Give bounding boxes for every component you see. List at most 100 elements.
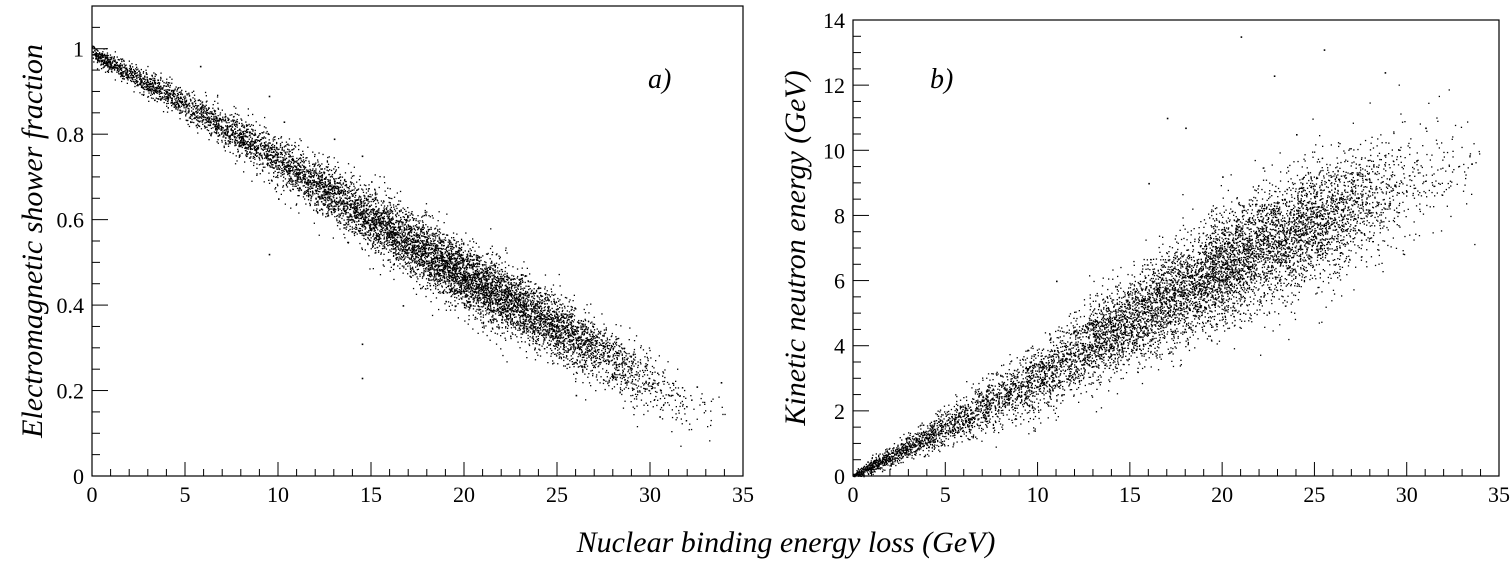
panel-a-point — [514, 305, 516, 307]
panel-a-point — [300, 160, 303, 162]
panel-a-point — [236, 124, 238, 126]
panel-a-point — [499, 281, 501, 284]
panel-a-point — [343, 190, 345, 193]
panel-a-point — [460, 249, 463, 251]
panel-a-point — [124, 65, 126, 67]
panel-a-point — [235, 144, 237, 146]
panel-a-point — [313, 209, 315, 211]
panel-a-point — [558, 311, 560, 313]
panel-a-point — [116, 69, 118, 71]
panel-a-point — [202, 111, 205, 113]
panel-a-point — [561, 315, 564, 317]
panel-a-point — [605, 329, 607, 331]
panel-a-point — [106, 57, 108, 59]
panel-a-point — [350, 219, 352, 221]
panel-a-point — [150, 92, 152, 94]
panel-a-point — [530, 281, 532, 283]
panel-a-point — [644, 365, 646, 368]
panel-a-point — [381, 216, 383, 218]
panel-a-point — [314, 189, 317, 191]
panel-a-point — [376, 222, 378, 224]
panel-a-point — [197, 123, 199, 125]
panel-a-point — [298, 172, 300, 174]
panel-a-point — [175, 101, 178, 103]
panel-a-point — [389, 209, 391, 211]
panel-a-point — [643, 374, 646, 376]
panel-a-point — [476, 298, 479, 300]
panel-a-point — [191, 115, 193, 117]
panel-a-point — [500, 293, 503, 295]
panel-a-point — [418, 244, 420, 246]
panel-a-point — [448, 254, 450, 256]
panel-a-point — [167, 100, 169, 102]
panel-a-point — [460, 289, 462, 291]
panel-a-point — [347, 217, 349, 219]
panel-a-point — [400, 209, 402, 211]
panel-a-point — [427, 226, 429, 228]
panel-a-point — [488, 297, 491, 299]
panel-a-point — [690, 428, 693, 431]
panel-a-point — [595, 376, 598, 378]
panel-a-point — [183, 97, 186, 99]
panel-a-point — [193, 112, 196, 114]
panel-a-point — [205, 95, 207, 97]
panel-a-point — [392, 240, 394, 242]
panel-a-point — [521, 274, 523, 276]
panel-a-point — [478, 262, 480, 265]
panel-a-point — [198, 99, 200, 102]
panel-a-point — [479, 299, 481, 302]
panel-a-point — [444, 248, 446, 250]
panel-a-point — [415, 257, 417, 259]
panel-a-point — [404, 213, 407, 216]
panel-a-point — [238, 141, 240, 143]
panel-a-point — [376, 199, 378, 201]
panel-a-point — [375, 221, 377, 223]
panel-a-point — [398, 224, 400, 226]
panel-a-point — [636, 398, 638, 400]
panel-a-point — [146, 84, 148, 87]
panel-a-point — [349, 196, 351, 198]
panel-a-point — [516, 277, 518, 279]
panel-a-point — [528, 321, 531, 324]
panel-a-point — [133, 76, 135, 79]
panel-a-point — [488, 267, 491, 269]
panel-a-point — [407, 233, 409, 235]
panel-a-point — [472, 268, 474, 271]
panel-a-point — [497, 294, 500, 296]
panel-a-point — [323, 186, 325, 189]
panel-a-point — [460, 256, 462, 259]
panel-a-point — [449, 266, 452, 268]
panel-a-point — [224, 119, 227, 122]
panel-a-point — [572, 353, 574, 355]
panel-a-point — [338, 213, 340, 215]
panel-a-point — [291, 181, 293, 183]
panel-a-point — [590, 303, 592, 305]
panel-a-point — [201, 120, 203, 122]
panel-a-point — [632, 394, 634, 397]
panel-a-point — [539, 349, 541, 351]
panel-a-point — [642, 375, 644, 378]
panel-a-point — [401, 240, 403, 243]
panel-a-point — [435, 288, 437, 290]
panel-a-point — [623, 362, 625, 364]
panel-a-point — [390, 218, 392, 220]
panel-a-point — [527, 337, 529, 339]
panel-a-point — [284, 151, 286, 153]
panel-a-point — [559, 337, 561, 340]
panel-a-point — [551, 332, 554, 334]
panel-a-point — [409, 219, 411, 221]
panel-a-point — [304, 175, 306, 178]
panel-a-point — [110, 63, 112, 65]
panel-a-point — [453, 253, 455, 255]
panel-a-point — [526, 327, 528, 329]
panel-a-point — [217, 124, 219, 127]
panel-a-point — [409, 229, 412, 231]
panel-a-point — [288, 153, 290, 155]
panel-a-point — [247, 114, 249, 117]
panel-a-point — [333, 197, 335, 199]
panel-a-point — [441, 244, 443, 246]
panel-a-point — [263, 146, 265, 149]
panel-a-point — [94, 55, 97, 57]
panel-a-point — [433, 284, 435, 287]
panel-a-point — [510, 319, 512, 321]
